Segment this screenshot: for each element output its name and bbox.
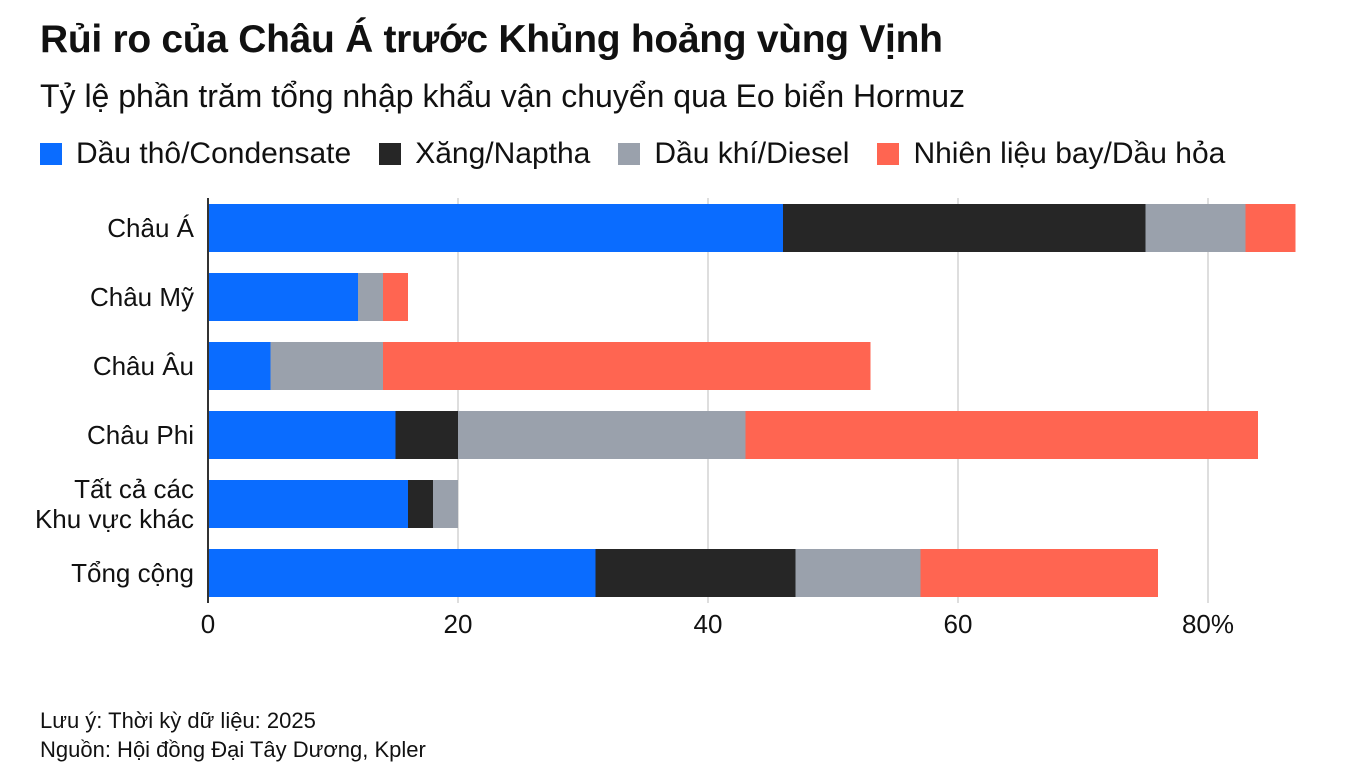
bar-5-series-3 — [920, 549, 1158, 597]
legend-label-crude: Dầu thô/Condensate — [76, 137, 352, 170]
bar-1-series-3 — [383, 273, 408, 321]
category-label-2: Châu Âu — [93, 351, 194, 381]
bar-3-series-1 — [395, 411, 458, 459]
category-label-1: Châu Mỹ — [90, 282, 194, 312]
bar-0-series-2 — [1145, 204, 1246, 252]
x-tick-label-80: 80% — [1182, 609, 1234, 639]
x-tick-label-40: 40 — [694, 609, 723, 639]
legend-item-crude: Dầu thô/Condensate — [40, 137, 351, 171]
bar-0-series-3 — [1245, 204, 1296, 252]
legend-swatch-crude — [40, 143, 62, 165]
category-label-5: Tổng cộng — [71, 558, 194, 588]
bar-3-series-2 — [458, 411, 746, 459]
legend-item-jet-fuel: Nhiên liệu bay/Dầu hỏa — [877, 137, 1225, 171]
chart-subtitle: Tỷ lệ phần trăm tổng nhập khẩu vận chuyể… — [40, 78, 966, 114]
source-note: Nguồn: Hội đồng Đại Tây Dương, Kpler — [40, 737, 426, 762]
bar-4-series-1 — [408, 480, 433, 528]
legend: Dầu thô/Condensate Xăng/Naptha Dầu khí/D… — [40, 134, 1225, 174]
legend-label-gasoline: Xăng/Naptha — [415, 137, 591, 170]
legend-item-diesel: Dầu khí/Diesel — [618, 137, 849, 171]
category-label-3: Châu Phi — [87, 420, 194, 450]
bar-5-series-0 — [208, 549, 596, 597]
stacked-bar-chart: Châu Á Châu Mỹ Châu Âu Châu Phi Tất cả cácKh… — [35, 198, 1296, 639]
chart-title: Rủi ro của Châu Á trước Khủng hoảng vùng… — [40, 18, 943, 61]
category-label-4-line-0: Tất cả các — [74, 474, 194, 504]
bar-0-series-0 — [208, 204, 783, 252]
x-tick-label-20: 20 — [444, 609, 473, 639]
bar-4-series-2 — [433, 480, 458, 528]
legend-item-gasoline: Xăng/Naptha — [379, 137, 590, 171]
x-tick-label-60: 60 — [944, 609, 973, 639]
legend-swatch-diesel — [618, 143, 641, 165]
bar-4-series-0 — [208, 480, 408, 528]
bar-3-series-0 — [208, 411, 396, 459]
bar-5-series-1 — [595, 549, 796, 597]
legend-swatch-jet-fuel — [877, 143, 900, 165]
x-tick-label-0: 0 — [201, 609, 215, 639]
bar-3-series-3 — [745, 411, 1258, 459]
category-label-0: Châu Á — [107, 213, 194, 243]
bar-5-series-2 — [795, 549, 921, 597]
bar-1-series-2 — [358, 273, 383, 321]
category-label-4-line-1: Khu vực khác — [35, 504, 194, 534]
bar-2-series-0 — [208, 342, 271, 390]
legend-swatch-gasoline — [379, 143, 402, 165]
bar-2-series-2 — [270, 342, 383, 390]
legend-label-jet-fuel: Nhiên liệu bay/Dầu hỏa — [913, 137, 1226, 170]
bar-0-series-1 — [783, 204, 1146, 252]
data-period-note: Lưu ý: Thời kỳ dữ liệu: 2025 — [40, 708, 316, 733]
bar-1-series-0 — [208, 273, 358, 321]
legend-label-diesel: Dầu khí/Diesel — [654, 137, 850, 170]
bar-2-series-3 — [383, 342, 871, 390]
